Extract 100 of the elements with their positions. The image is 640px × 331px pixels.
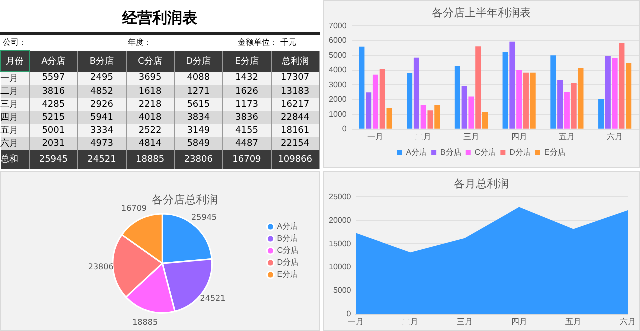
y-tick-label: 一月 — [0, 72, 30, 85]
data-label: 1173 — [222, 98, 272, 111]
x-tick-label: 六月 — [620, 317, 636, 326]
bar — [605, 56, 611, 129]
data-label: 109866 — [271, 150, 320, 169]
bar — [380, 69, 386, 129]
x-tick-label: 三月 — [456, 317, 473, 326]
x-tick-label: 五月 — [566, 317, 582, 326]
data-label: 23806 — [88, 262, 114, 272]
bar — [619, 43, 625, 129]
y-tick-label: 2000 — [329, 95, 348, 104]
bar — [468, 96, 474, 129]
y-tick-label: 三月 — [0, 98, 30, 111]
legend-label: A分店 — [406, 148, 428, 158]
x-tick-label: C分店 — [126, 50, 174, 72]
bar — [523, 72, 529, 129]
x-tick-label: 二月 — [416, 132, 432, 142]
data-label: 3695 — [126, 72, 174, 85]
bar — [359, 46, 365, 129]
y-tick-label: 10000 — [328, 262, 352, 272]
y-tick-label: 5000 — [329, 50, 348, 60]
data-label: 2031 — [30, 137, 78, 150]
x-tick-label: B分店 — [78, 50, 126, 72]
data-label: 22844 — [271, 111, 320, 124]
data-label: 1432 — [222, 72, 272, 85]
data-label: 22154 — [271, 137, 320, 150]
bar — [372, 74, 378, 129]
y-axis-title: 月份 — [0, 50, 30, 72]
data-label: 4285 — [30, 98, 78, 111]
data-label: 5215 — [30, 111, 78, 124]
bar — [571, 82, 577, 129]
bar — [612, 58, 618, 129]
bar — [558, 80, 564, 129]
data-label: 18885 — [126, 150, 174, 169]
bar — [598, 99, 604, 129]
x-tick-label: 二月 — [402, 317, 419, 326]
bar — [428, 110, 434, 129]
y-tick-label: 0 — [346, 310, 352, 319]
bar — [414, 58, 420, 129]
x-tick-label: 四月 — [511, 317, 528, 326]
legend-label: D分店 — [510, 148, 532, 158]
data-label: 5001 — [30, 124, 78, 137]
bar — [476, 46, 482, 129]
y-tick-label: 1000 — [329, 110, 348, 119]
data-label: 1271 — [174, 85, 223, 98]
bar — [482, 112, 488, 129]
data-label: 24521 — [200, 294, 226, 304]
data-label: 17307 — [271, 72, 320, 85]
x-tick-label: 四月 — [511, 132, 528, 142]
data-label: 5615 — [174, 98, 223, 111]
data-label: 3816 — [30, 85, 78, 98]
text: 年度： — [128, 37, 153, 49]
x-tick-label: E分店 — [222, 50, 272, 72]
data-label: 3334 — [78, 124, 126, 137]
legend-label: B分店 — [440, 148, 462, 158]
y-tick-label: 四月 — [0, 111, 30, 124]
data-label: 16709 — [222, 150, 272, 169]
bar — [564, 92, 570, 129]
bar — [550, 56, 556, 129]
y-tick-label: 5000 — [333, 286, 352, 296]
text: 金额单位： 千元 — [238, 37, 298, 49]
data-label: 1618 — [126, 85, 174, 98]
data-label: 5941 — [78, 111, 126, 124]
bar — [366, 92, 372, 129]
data-label: 3149 — [174, 124, 223, 137]
y-tick-label: 总和 — [0, 150, 30, 169]
y-tick-label: 二月 — [0, 85, 30, 98]
data-label: 4155 — [222, 124, 272, 137]
bar — [516, 70, 522, 129]
y-tick-label: 15000 — [328, 239, 352, 248]
y-tick-label: 7000 — [329, 21, 348, 30]
bar — [530, 72, 536, 129]
data-label: 23806 — [174, 150, 223, 169]
legend-label: D分店 — [277, 258, 300, 268]
y-tick-label: 0 — [342, 124, 348, 134]
data-label: 4973 — [78, 137, 126, 150]
data-label: 18885 — [132, 318, 158, 327]
bar — [420, 106, 426, 129]
data-label: 4852 — [78, 85, 126, 98]
data-label: 4814 — [126, 137, 174, 150]
data-label: 1626 — [222, 85, 272, 98]
bar — [386, 108, 392, 129]
data-label: 4487 — [222, 137, 272, 150]
y-tick-label: 20000 — [328, 216, 352, 225]
x-tick-label: D分店 — [174, 50, 223, 72]
text: 公司： — [3, 37, 28, 49]
data-label: 3834 — [174, 111, 223, 124]
y-tick-label: 4000 — [329, 66, 348, 75]
legend-label: C分店 — [474, 148, 497, 158]
data-label: 5849 — [174, 137, 223, 150]
data-label: 4018 — [126, 111, 174, 124]
chart-title: 各分店总利润 — [152, 194, 218, 207]
data-label: 2495 — [78, 72, 126, 85]
bar — [510, 42, 516, 129]
bar — [578, 68, 584, 129]
data-label: 24521 — [78, 150, 126, 169]
data-label: 4088 — [174, 72, 223, 85]
bar — [454, 66, 460, 129]
x-tick-label: 三月 — [463, 132, 480, 142]
data-label: 5597 — [30, 72, 78, 85]
